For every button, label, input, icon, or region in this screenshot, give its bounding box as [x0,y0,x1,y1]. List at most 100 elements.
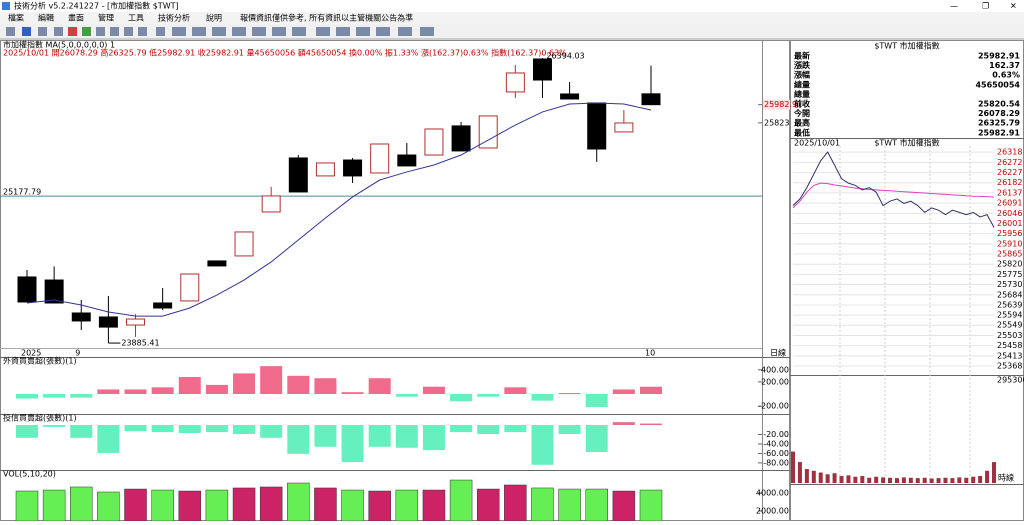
volume-bar [804,469,809,483]
bar [450,394,473,402]
bar [151,425,174,433]
intraday-date: 2025/10/01 [794,139,840,148]
volume-bar [839,476,844,483]
tool-button[interactable] [212,27,226,36]
quote-label: 最高 [794,118,810,128]
bar [585,425,608,452]
menu-item[interactable]: 管理 [98,13,114,23]
bar [504,425,527,433]
tool-button[interactable] [376,27,390,36]
tool-button[interactable] [96,27,105,36]
bar [531,425,554,465]
intraday-period: 時線 [998,473,1014,483]
bar [233,373,256,394]
y-tick-label: -60.00 [763,449,789,458]
ma-line [26,102,652,317]
bar [97,491,120,522]
bar [504,387,527,394]
menu-item[interactable]: 工具 [128,14,144,23]
volume-bar [992,462,996,483]
bar [287,482,310,522]
candle-body [126,318,146,326]
tool-button[interactable] [316,27,330,36]
main-info-quote: 2025/10/01 開26078.29 高26325.79 低25982.91… [3,48,567,58]
bar [341,392,364,394]
bar [531,487,554,522]
y-tick-label: 200.00 [761,377,789,386]
bar [504,484,527,522]
tool-button[interactable] [398,27,412,36]
menu-item[interactable]: 畫面 [68,13,84,23]
bar [260,366,283,394]
tool-button[interactable] [336,27,350,36]
tool-button[interactable] [138,27,147,36]
candle-body [532,58,552,81]
y-tick-label: 25413 [997,351,1022,360]
tool-button[interactable] [292,27,306,36]
tool-button[interactable] [22,27,31,36]
bar [15,490,39,522]
reference-label: 25177.79 [3,188,41,197]
volume-bar [908,477,913,483]
quote-value: 162.37 [989,61,1020,70]
quote-label: 總量 [794,89,810,99]
x-tick-label: 9 [75,349,80,358]
y-tick-label: 26137 [997,188,1022,197]
x-tick-label: 2025 [21,349,41,358]
tool-button[interactable] [156,27,165,36]
toolbar [0,24,1024,38]
tool-button[interactable] [6,27,15,36]
y-tick-label: 25823 [764,118,789,127]
quote-title: $TWT 市加權指數 [874,41,939,51]
volume-bar [943,477,948,483]
main-info-name: 市加權指數 MA(5,0,0,0,0,0) 1 [3,40,115,50]
tool-button[interactable] [252,27,266,36]
bar [422,425,445,451]
tool-button[interactable] [192,27,206,36]
tool-button[interactable] [232,27,246,36]
y-tick-label: 26091 [997,199,1022,208]
tool-button[interactable] [110,27,119,36]
menu-item[interactable]: 說明 [206,13,222,23]
bar [368,425,391,447]
minimize[interactable]: — [950,2,958,11]
maximize[interactable]: ❐ [982,2,989,11]
y-tick-label: 25775 [997,270,1022,279]
tool-button[interactable] [68,27,77,36]
candle-body [315,162,335,177]
y-tick-label: 2000.00 [756,507,789,516]
tool-button[interactable] [172,27,186,36]
low-label: 23885.41 [121,339,159,348]
volume-bar [936,478,941,483]
price-marker [763,99,790,110]
quote-value: 25982.91 [978,128,1020,137]
volume-bar [832,473,837,483]
quote-value: 25820.54 [978,100,1020,109]
menu-bar [0,12,1024,24]
y-tick-label: 25865 [997,250,1022,259]
bar [151,387,174,394]
tool-button[interactable] [356,27,370,36]
tool-button[interactable] [124,27,133,36]
tool-button[interactable] [272,27,286,36]
app-icon [2,2,10,10]
menu-item[interactable]: 檔案 [8,13,24,23]
tool-button[interactable] [420,27,434,36]
bar [43,394,66,398]
tool-button[interactable] [82,27,91,36]
y-tick-label: 25503 [997,331,1022,340]
tool-button[interactable] [54,27,63,36]
menu-item[interactable]: 編輯 [38,13,54,23]
volume-bar [957,477,962,483]
quote-value: 26325.79 [978,119,1020,128]
avg-line [792,182,995,209]
bar [124,425,147,432]
menu-item[interactable]: 技術分析 [158,13,190,23]
bar [395,489,419,522]
bar [368,490,391,522]
candle-body [234,231,254,257]
close[interactable]: ✕ [1010,2,1017,11]
candle-body [261,195,281,213]
y-tick-label: 26318 [997,148,1022,157]
tool-button[interactable] [38,27,47,36]
